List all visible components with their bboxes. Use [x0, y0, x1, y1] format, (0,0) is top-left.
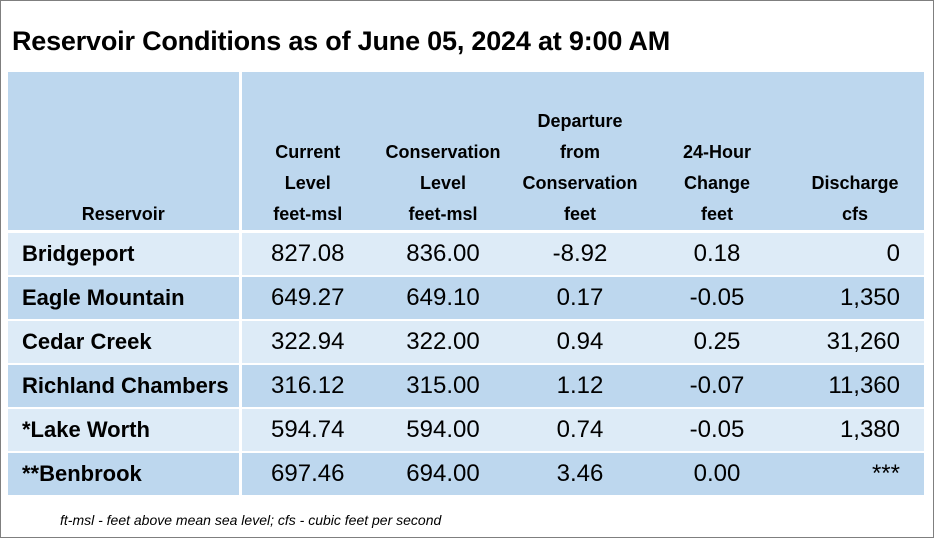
unit-current-level: feet-msl: [240, 199, 374, 233]
conservation-level-cell: 836.00: [374, 231, 512, 277]
current-level-cell: 594.74: [240, 408, 374, 453]
current-level-cell: 316.12: [240, 364, 374, 409]
change-cell: 0.18: [648, 231, 786, 277]
reservoir-name: *Lake Worth: [8, 408, 242, 453]
footnote: ft-msl - feet above mean sea level; cfs …: [60, 512, 442, 528]
unit-departure: feet: [512, 199, 648, 233]
reservoir-table: Current Level Conservation Level Departu…: [8, 72, 924, 495]
change-cell: 0.25: [648, 320, 786, 365]
conservation-level-cell: 649.10: [374, 276, 512, 321]
table-row: **Benbrook 697.46 694.00 3.46 0.00 ***: [8, 452, 924, 495]
unit-conservation-level: feet-msl: [374, 199, 512, 233]
departure-cell: 1.12: [512, 364, 648, 409]
reservoir-name: Cedar Creek: [8, 320, 242, 365]
table-body: Bridgeport 827.08 836.00 -8.92 0.18 0 Ea…: [8, 231, 924, 495]
conservation-level-cell: 694.00: [374, 452, 512, 495]
table-row: Richland Chambers 316.12 315.00 1.12 -0.…: [8, 364, 924, 409]
change-cell: -0.07: [648, 364, 786, 409]
departure-cell: 0.74: [512, 408, 648, 453]
header-24-hour-change: 24-Hour Change: [648, 72, 786, 199]
current-level-cell: 697.46: [240, 452, 374, 495]
reservoir-name: **Benbrook: [8, 452, 242, 495]
header-discharge: Discharge: [786, 72, 924, 199]
table-row: *Lake Worth 594.74 594.00 0.74 -0.05 1,3…: [8, 408, 924, 453]
discharge-cell: ***: [786, 452, 924, 495]
current-level-cell: 322.94: [240, 320, 374, 365]
unit-discharge: cfs: [786, 199, 924, 233]
change-cell: -0.05: [648, 408, 786, 453]
departure-cell: 3.46: [512, 452, 648, 495]
discharge-cell: 0: [786, 231, 924, 277]
header-reservoir-label: Reservoir: [8, 199, 242, 233]
discharge-cell: 31,260: [786, 320, 924, 365]
header-departure: Departure from Conservation: [512, 72, 648, 199]
discharge-cell: 1,380: [786, 408, 924, 453]
conservation-level-cell: 594.00: [374, 408, 512, 453]
reservoir-name: Bridgeport: [8, 231, 242, 277]
current-level-cell: 827.08: [240, 231, 374, 277]
change-cell: -0.05: [648, 276, 786, 321]
discharge-cell: 1,350: [786, 276, 924, 321]
table-row: Eagle Mountain 649.27 649.10 0.17 -0.05 …: [8, 276, 924, 321]
table-header: Current Level Conservation Level Departu…: [8, 72, 924, 233]
current-level-cell: 649.27: [240, 276, 374, 321]
unit-24-hour-change: feet: [648, 199, 786, 233]
header-current-level: Current Level: [240, 72, 374, 199]
departure-cell: -8.92: [512, 231, 648, 277]
change-cell: 0.00: [648, 452, 786, 495]
header-conservation-level: Conservation Level: [374, 72, 512, 199]
conservation-level-cell: 322.00: [374, 320, 512, 365]
table-row: Bridgeport 827.08 836.00 -8.92 0.18 0: [8, 231, 924, 277]
departure-cell: 0.17: [512, 276, 648, 321]
discharge-cell: 11,360: [786, 364, 924, 409]
departure-cell: 0.94: [512, 320, 648, 365]
page-title: Reservoir Conditions as of June 05, 2024…: [12, 26, 671, 56]
conservation-level-cell: 315.00: [374, 364, 512, 409]
reservoir-name: Richland Chambers: [8, 364, 242, 409]
reservoir-name: Eagle Mountain: [8, 276, 242, 321]
table-row: Cedar Creek 322.94 322.00 0.94 0.25 31,2…: [8, 320, 924, 365]
header-reservoir: [8, 72, 242, 199]
